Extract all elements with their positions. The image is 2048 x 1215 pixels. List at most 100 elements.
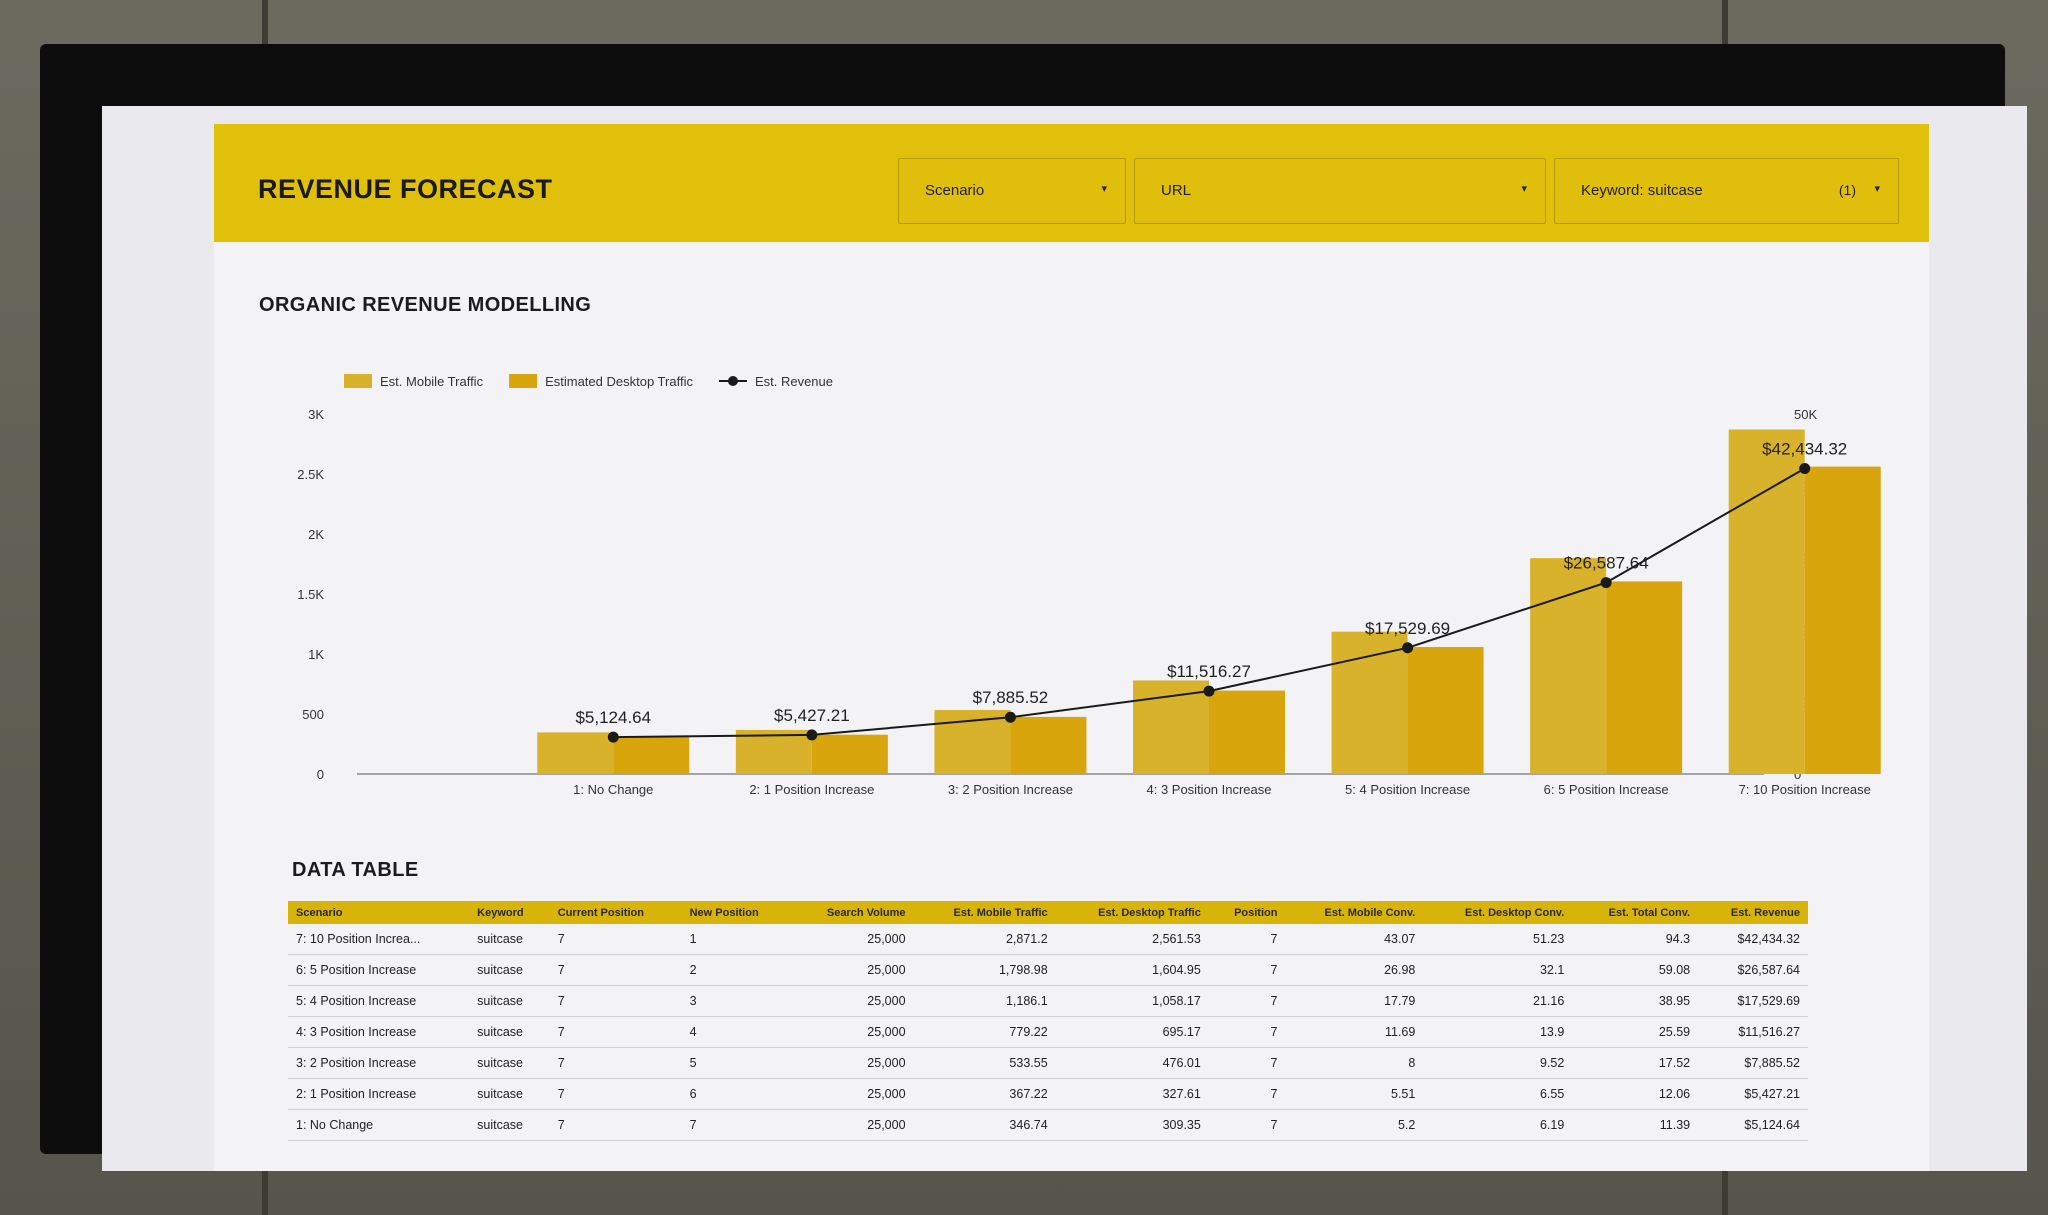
table-cell: suitcase <box>469 985 550 1017</box>
mobile-traffic-bar <box>735 729 812 774</box>
column-header[interactable]: Position <box>1208 901 1286 924</box>
table-cell: 6 <box>681 1078 792 1110</box>
revenue-data-label: $7,885.52 <box>973 688 1049 707</box>
y-right-tick-label: 50K <box>1794 407 1817 422</box>
table-cell: 2,871.2 <box>913 924 1056 955</box>
mobile-traffic-bar <box>1530 558 1607 774</box>
mobile-traffic-bar <box>1728 429 1805 774</box>
revenue-data-label: $5,124.64 <box>575 708 651 727</box>
desktop-traffic-bar <box>1010 716 1087 774</box>
table-cell: 1: No Change <box>288 1109 470 1141</box>
table-cell: suitcase <box>469 924 550 955</box>
legend-label: Est. Revenue <box>755 374 833 389</box>
column-header[interactable]: Est. Desktop Conv. <box>1423 901 1573 924</box>
table-cell: 3 <box>681 985 792 1017</box>
url-filter[interactable]: URL ▾ <box>1134 158 1546 224</box>
mobile-traffic-bar <box>537 732 614 774</box>
table-cell: 1,798.98 <box>913 954 1056 986</box>
table-row: 6: 5 Position Increase suitcase 7 2 25,000 1,… <box>288 954 1808 986</box>
table-row: 5: 4 Position Increase suitcase 7 3 25,000 1,… <box>288 985 1808 1017</box>
keyword-filter-count: (1) <box>1838 182 1856 198</box>
table-cell: 7 <box>1208 1078 1286 1110</box>
column-header[interactable]: Est. Mobile Traffic <box>913 901 1056 924</box>
y-left-tick-label: 2K <box>308 527 324 542</box>
chart-section-title: ORGANIC REVENUE MODELLING <box>259 294 592 316</box>
column-header[interactable]: Est. Revenue <box>1698 901 1808 924</box>
table-cell: 21.16 <box>1423 985 1573 1017</box>
table-cell: 8 <box>1285 1047 1424 1079</box>
desktop-traffic-bar <box>1606 581 1683 774</box>
column-header[interactable]: Est. Total Conv. <box>1572 901 1699 924</box>
x-category-label: 2: 1 Position Increase <box>749 782 874 797</box>
table-cell: suitcase <box>469 1109 550 1141</box>
report-title: REVENUE FORECAST <box>258 174 553 204</box>
table-cell: 25,000 <box>791 954 914 986</box>
table-cell: 7 <box>1208 1016 1286 1048</box>
table-cell: 2: 1 Position Increase <box>288 1078 470 1110</box>
revenue-data-label: $5,427.21 <box>774 706 850 725</box>
table-cell: $17,529.69 <box>1698 985 1808 1017</box>
keyword-filter[interactable]: Keyword: suitcase (1) ▾ <box>1554 158 1899 224</box>
table-cell: 7 <box>1208 954 1286 986</box>
table-body: 7: 10 Position Increa... suitcase 7 1 25,000… <box>288 924 1808 1141</box>
chevron-down-icon: ▾ <box>1101 183 1107 195</box>
scenario-filter-label: Scenario <box>925 182 985 199</box>
table-cell: 309.35 <box>1055 1109 1209 1141</box>
y-right-tick-label: 0 <box>1794 767 1801 782</box>
column-header[interactable]: Est. Mobile Conv. <box>1285 901 1424 924</box>
revenue-data-label: $17,529.69 <box>1365 619 1450 638</box>
column-header[interactable]: Est. Desktop Traffic <box>1055 901 1209 924</box>
revenue-point <box>1402 642 1414 654</box>
table-row: 7: 10 Position Increa... suitcase 7 1 25,000… <box>288 924 1808 955</box>
table-cell: 17.52 <box>1572 1047 1699 1079</box>
table-cell: 5.51 <box>1285 1078 1424 1110</box>
table-cell: 5 <box>681 1047 792 1079</box>
table-cell: 779.22 <box>913 1016 1056 1048</box>
mobile-traffic-bar <box>1133 680 1209 774</box>
url-filter-label: URL <box>1161 182 1192 199</box>
tv-screen: REVENUE FORECAST Scenario ▾ URL ▾ Keywor… <box>102 106 2027 1171</box>
table-cell: 12.06 <box>1572 1078 1699 1110</box>
column-header[interactable]: Scenario <box>288 901 470 924</box>
table-cell: 5.2 <box>1285 1109 1424 1141</box>
column-header[interactable]: New Position <box>681 901 792 924</box>
table-cell: 2,561.53 <box>1055 924 1209 955</box>
desktop-traffic-bar <box>1407 647 1484 774</box>
legend-line-dot <box>727 376 738 386</box>
table-row: 3: 2 Position Increase suitcase 7 5 25,000 53… <box>288 1047 1808 1079</box>
table-cell: 94.3 <box>1572 924 1699 955</box>
table-cell: 1,058.17 <box>1055 985 1209 1017</box>
revenue-point <box>1600 577 1612 589</box>
table-cell: 7 <box>1208 924 1286 955</box>
table-cell: suitcase <box>469 1078 550 1110</box>
column-header[interactable]: Keyword <box>469 901 550 924</box>
table-cell: 7 <box>681 1109 792 1141</box>
table-cell: 51.23 <box>1423 924 1573 955</box>
table-cell: 6.19 <box>1423 1109 1573 1141</box>
table-cell: $11,516.27 <box>1698 1016 1808 1048</box>
y-left-tick-label: 2.5K <box>297 467 324 482</box>
table-cell: 9.52 <box>1423 1047 1573 1079</box>
table-cell: 533.55 <box>913 1047 1056 1079</box>
table-header-row: Scenario Keyword Current Position New Posit… <box>288 901 1808 924</box>
table-cell: suitcase <box>469 954 550 986</box>
y-left-tick-label: 1.5K <box>297 587 324 602</box>
table-cell: 1,186.1 <box>913 985 1056 1017</box>
table-cell: 59.08 <box>1572 954 1699 986</box>
table-cell: 3: 2 Position Increase <box>288 1047 470 1079</box>
table-cell: 2 <box>681 954 792 986</box>
revenue-point <box>1203 685 1215 697</box>
table-cell: 6.55 <box>1423 1078 1573 1110</box>
x-category-label: 5: 4 Position Increase <box>1345 782 1470 797</box>
scenario-filter[interactable]: Scenario ▾ <box>898 158 1126 224</box>
column-header[interactable]: Search Volume <box>791 901 914 924</box>
table-cell: 38.95 <box>1572 985 1699 1017</box>
desktop-traffic-bar <box>811 734 888 774</box>
table-section-title: DATA TABLE <box>292 859 419 881</box>
revenue-data-label: $42,434.32 <box>1762 439 1847 458</box>
header-banner: REVENUE FORECAST Scenario ▾ URL ▾ Keywor… <box>214 124 1929 242</box>
column-header[interactable]: Current Position <box>549 901 682 924</box>
table-row: 2: 1 Position Increase suitcase 7 6 25,000 36… <box>288 1078 1808 1110</box>
revenue-point <box>806 729 818 741</box>
table-cell: 7 <box>1208 1047 1286 1079</box>
